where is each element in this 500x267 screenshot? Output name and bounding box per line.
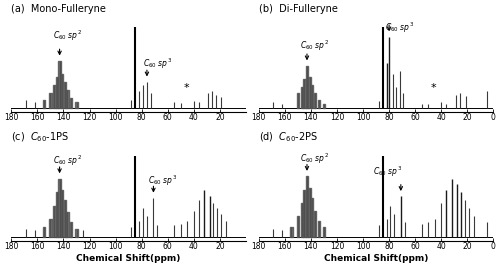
Text: (d)  $C_{60}$-2PS: (d) $C_{60}$-2PS (258, 130, 318, 144)
Text: $C_{60}\ sp^3$: $C_{60}\ sp^3$ (143, 57, 172, 71)
Text: $C_{60}\ sp^2$: $C_{60}\ sp^2$ (53, 29, 82, 43)
Text: *: * (430, 83, 436, 93)
Text: (b)  Di-Fulleryne: (b) Di-Fulleryne (258, 4, 338, 14)
Text: *: * (183, 83, 189, 93)
Text: $C_{60}\ sp^3$: $C_{60}\ sp^3$ (148, 174, 178, 188)
X-axis label: Chemical Shift(ppm): Chemical Shift(ppm) (76, 254, 181, 263)
Text: $C_{60}\ sp^2$: $C_{60}\ sp^2$ (300, 151, 330, 166)
Text: $C_{60}\ sp^2$: $C_{60}\ sp^2$ (300, 38, 330, 53)
X-axis label: Chemical Shift(ppm): Chemical Shift(ppm) (324, 254, 428, 263)
Text: $C_{60}\ sp^3$: $C_{60}\ sp^3$ (374, 164, 402, 179)
Text: $C_{60}\ sp^3$: $C_{60}\ sp^3$ (385, 21, 414, 35)
Text: (c)  $C_{60}$-1PS: (c) $C_{60}$-1PS (12, 130, 70, 144)
Text: (a)  Mono-Fulleryne: (a) Mono-Fulleryne (12, 4, 106, 14)
Text: $C_{60}\ sp^2$: $C_{60}\ sp^2$ (53, 154, 82, 168)
